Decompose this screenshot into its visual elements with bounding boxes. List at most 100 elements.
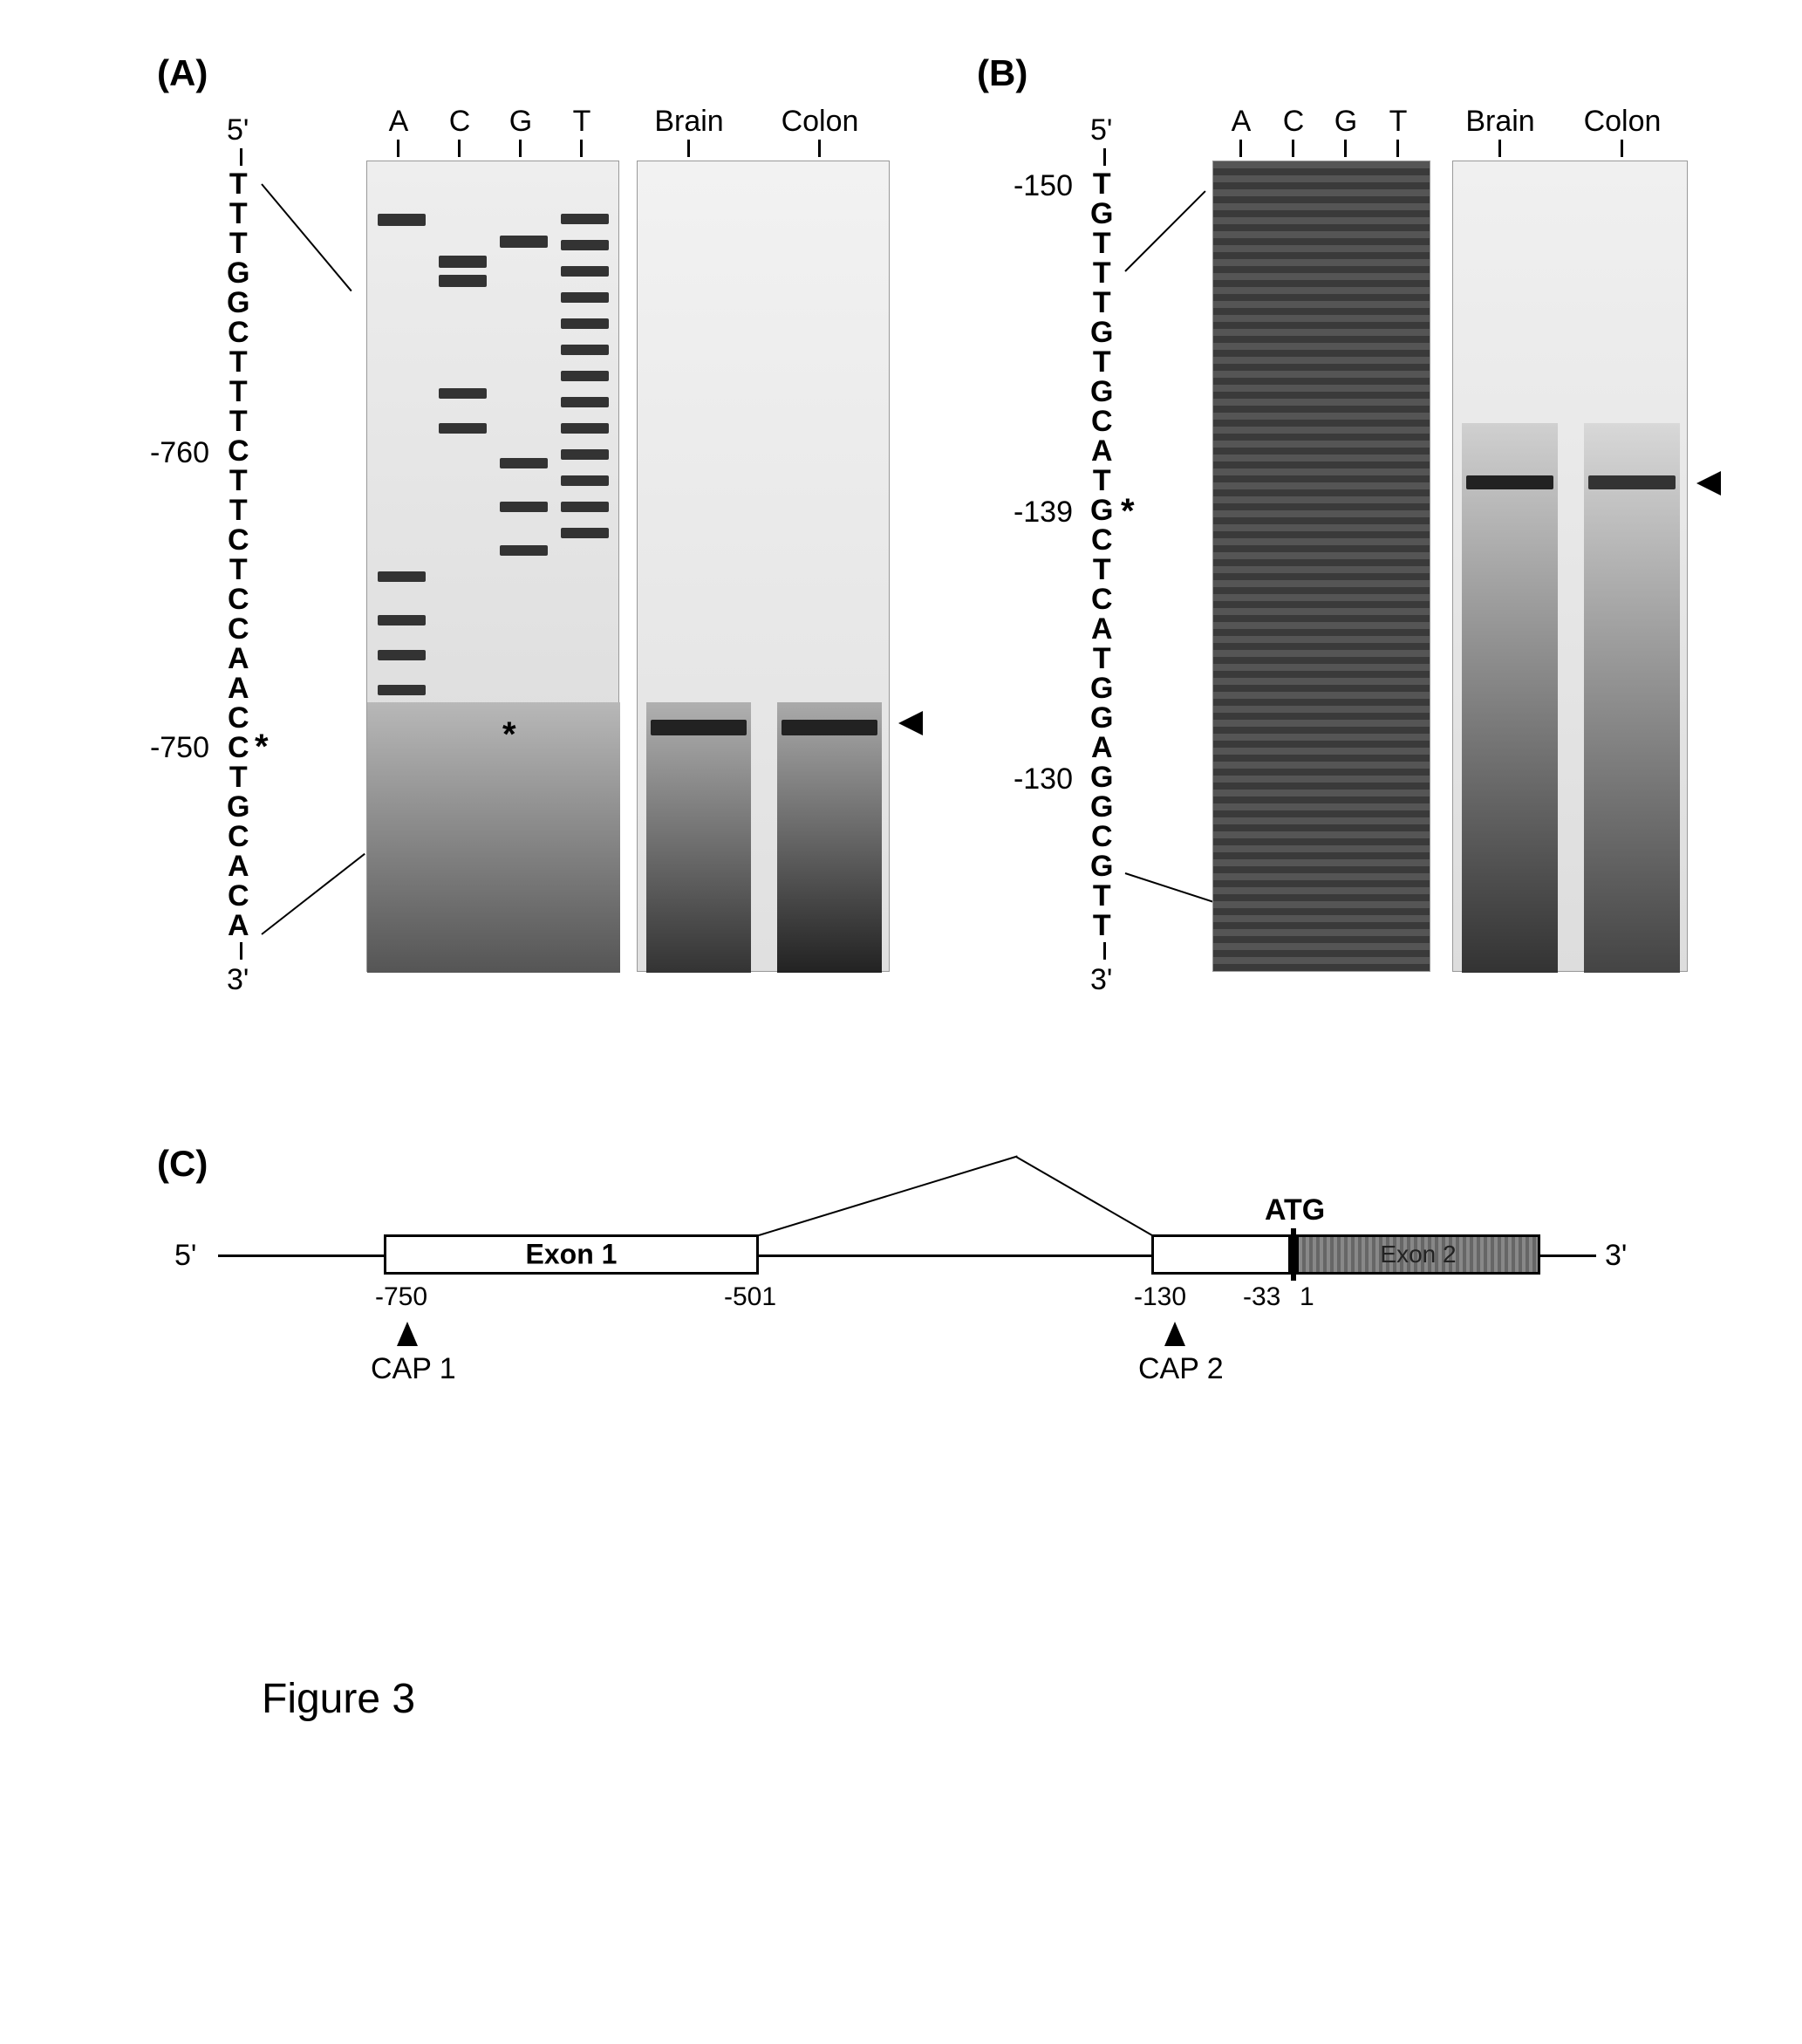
band [500, 458, 548, 468]
connector [1124, 190, 1205, 271]
pos-130: -130 [1134, 1282, 1186, 1312]
base: G [227, 792, 249, 822]
arrow-a [898, 711, 923, 735]
gel-a-seq: * [366, 161, 619, 972]
tick [818, 140, 821, 157]
gel-b-samples [1452, 161, 1688, 972]
base: A [1090, 733, 1113, 762]
lane-a: A [386, 105, 412, 139]
lane-t: T [569, 105, 595, 139]
panel-b: 5' T G T T T G T G C A T G C T C A T G G… [968, 113, 1802, 1003]
lane-g: G [508, 105, 534, 139]
band [378, 571, 426, 582]
base: C [227, 318, 249, 347]
base: A [227, 644, 249, 673]
base: C [227, 525, 249, 555]
base: T [227, 169, 249, 199]
lane-brain: Brain [645, 105, 733, 139]
band [500, 545, 548, 556]
exon1-label: Exon 1 [526, 1239, 618, 1271]
tick [519, 140, 522, 157]
exon2-utr-box [1151, 1234, 1291, 1275]
base: C [227, 822, 249, 851]
base: T [1090, 258, 1113, 288]
tick [687, 140, 690, 157]
tick [580, 140, 583, 157]
lane-g-b: G [1333, 105, 1359, 139]
tick [1103, 942, 1106, 960]
tick [1103, 148, 1106, 166]
band [561, 502, 609, 512]
tick [458, 140, 461, 157]
band [439, 275, 487, 287]
base: C [227, 614, 249, 644]
band [561, 214, 609, 224]
base: T [227, 377, 249, 407]
base: G [1090, 496, 1113, 525]
tick [1621, 140, 1623, 157]
gel-a-samples [637, 161, 890, 972]
pos-1: 1 [1300, 1282, 1314, 1312]
band [561, 318, 609, 329]
band [439, 388, 487, 399]
connector [261, 853, 365, 935]
band [561, 423, 609, 434]
c-5prime: 5' [174, 1239, 196, 1273]
base: T [227, 496, 249, 525]
pos-760: -760 [140, 436, 209, 470]
base: T [1090, 555, 1113, 584]
tick [1396, 140, 1399, 157]
band [378, 650, 426, 660]
tick [1292, 140, 1294, 157]
band [378, 685, 426, 695]
base: G [1090, 199, 1113, 229]
seq-3prime-b: 3' [1090, 963, 1112, 997]
cap2-arrow [1164, 1322, 1185, 1346]
base: T [1090, 169, 1113, 199]
pos-750: -750 [375, 1282, 427, 1312]
exon1-box: Exon 1 [384, 1234, 759, 1275]
cap1-label: CAP 1 [371, 1352, 456, 1386]
pos-501: -501 [724, 1282, 776, 1312]
base: G [1090, 377, 1113, 407]
panel-a-label: (A) [157, 52, 208, 94]
panel-a-sequence: T T T G G C T T T C T T C T C C A A C C … [227, 169, 249, 940]
base: G [227, 288, 249, 318]
base: C [1090, 584, 1113, 614]
splice-line [759, 1155, 1018, 1236]
base: A [227, 851, 249, 881]
lane-colon-b: Colon [1579, 105, 1666, 139]
pos-33: -33 [1243, 1282, 1280, 1312]
base: T [1090, 288, 1113, 318]
base: G [1090, 792, 1113, 822]
connector [261, 183, 352, 291]
panel-b-label: (B) [977, 52, 1027, 94]
base: C [227, 703, 249, 733]
base: T [227, 347, 249, 377]
band [561, 475, 609, 486]
gel-b-seq [1212, 161, 1430, 972]
lane-c: C [447, 105, 473, 139]
band [561, 240, 609, 250]
splice-line [1016, 1156, 1161, 1241]
smear [367, 702, 620, 973]
band [561, 449, 609, 460]
band [561, 528, 609, 538]
pos-750: -750 [140, 731, 209, 765]
band [1588, 475, 1676, 489]
band [651, 720, 747, 735]
base: T [227, 199, 249, 229]
lane-colon: Colon [776, 105, 863, 139]
smear [1584, 423, 1680, 973]
base: T [1090, 229, 1113, 258]
band [439, 423, 487, 434]
base: C [227, 733, 249, 762]
base: T [1090, 881, 1113, 911]
band [561, 292, 609, 303]
tick [240, 942, 242, 960]
tick [240, 148, 242, 166]
pos-150: -150 [1003, 169, 1073, 203]
band [782, 720, 877, 735]
base: G [1090, 703, 1113, 733]
band [500, 236, 548, 248]
